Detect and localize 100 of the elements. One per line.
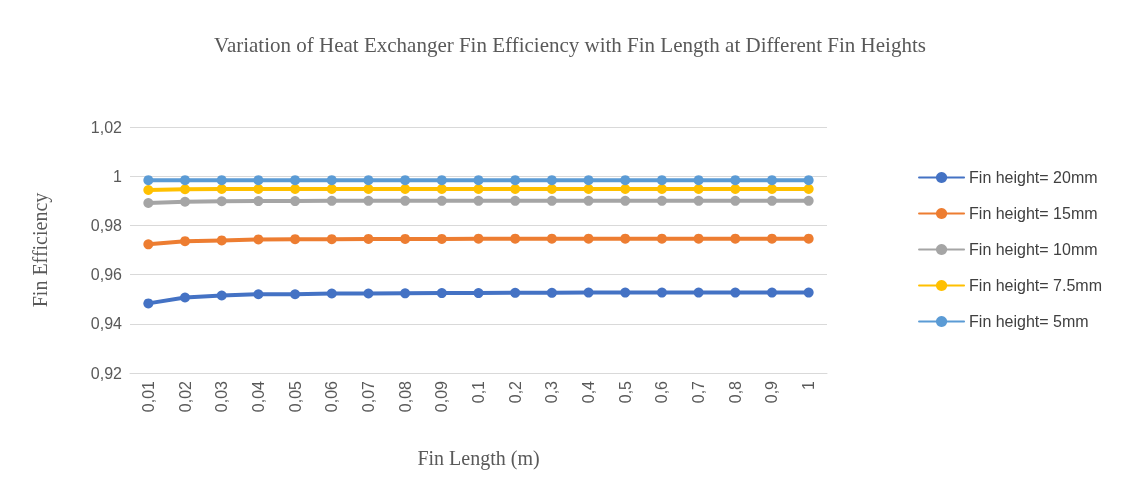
x-tick-label: 0,1 (470, 380, 487, 404)
point (253, 183, 264, 194)
point (363, 288, 374, 299)
y-tick-label: 1,02 (90, 118, 123, 136)
point (180, 184, 191, 195)
point (620, 195, 631, 206)
point (436, 195, 447, 206)
point (620, 233, 631, 244)
point (363, 195, 374, 206)
point (620, 183, 631, 194)
point (143, 298, 154, 309)
point (766, 175, 777, 186)
point (253, 196, 264, 207)
x-tick-label: 0,02 (176, 380, 194, 413)
point (253, 234, 264, 245)
legend-label: Fin height= 20mm (969, 169, 1098, 186)
point (583, 183, 594, 194)
point (400, 183, 411, 194)
point (363, 233, 374, 244)
y-tick-label: 1 (113, 167, 123, 185)
point (766, 287, 777, 298)
x-tick-label: 0,03 (213, 380, 231, 413)
point (730, 233, 741, 244)
point (656, 175, 667, 186)
point (216, 183, 227, 194)
point (143, 175, 154, 186)
point (546, 195, 557, 206)
point (510, 233, 521, 244)
point (510, 183, 521, 194)
legend-label: Fin height= 5mm (969, 313, 1089, 330)
point (400, 195, 411, 206)
point (216, 235, 227, 246)
x-axis-title: Fin Length (m) (417, 447, 540, 470)
point (693, 183, 704, 194)
point (620, 175, 631, 186)
x-tick-label: 0,2 (506, 380, 524, 404)
point (730, 175, 741, 186)
point (290, 289, 301, 300)
point (400, 175, 411, 186)
point (803, 233, 814, 244)
point (473, 288, 484, 299)
legend-label: Fin height= 10mm (969, 241, 1098, 258)
point (180, 236, 191, 247)
y-axis-title: Fin Efficiency (29, 192, 52, 308)
x-tick-label: 0,05 (286, 380, 304, 413)
point (216, 175, 227, 186)
x-tick-label: 0,4 (580, 380, 598, 404)
point (363, 183, 374, 194)
point (656, 233, 667, 244)
y-tick-label: 0,96 (90, 266, 123, 284)
y-tick-label: 0,92 (90, 364, 123, 382)
x-tick-label: 1 (800, 380, 818, 390)
point (583, 287, 594, 298)
point (143, 239, 154, 250)
point (766, 233, 777, 244)
x-tick-label: 0,08 (396, 380, 414, 413)
point (730, 183, 741, 194)
point (583, 233, 594, 244)
x-tick-label: 0,09 (433, 380, 451, 413)
point (216, 290, 227, 301)
point (473, 195, 484, 206)
point (253, 289, 264, 300)
x-tick-label: 0,07 (359, 380, 377, 413)
x-tick-label: 0,6 (653, 380, 671, 404)
point (583, 195, 594, 206)
point (803, 175, 814, 186)
point (143, 184, 154, 195)
point (326, 234, 337, 245)
chart-title: Variation of Heat Exchanger Fin Efficiency with Fin Length at Different Fin Heights (213, 32, 927, 59)
point (656, 287, 667, 298)
point (766, 183, 777, 194)
point (656, 183, 667, 194)
y-tick-label: 0,94 (90, 315, 123, 333)
x-tick-label: 0,8 (726, 380, 744, 404)
point (216, 196, 227, 207)
point (326, 175, 337, 186)
point (436, 183, 447, 194)
point (290, 196, 301, 207)
point (473, 175, 484, 186)
point (253, 175, 264, 186)
x-tick-label: 0,06 (323, 380, 341, 413)
x-tick-label: 0,9 (763, 380, 781, 404)
point (803, 287, 814, 298)
y-tick-label: 0,98 (90, 216, 123, 234)
point (656, 195, 667, 206)
x-tick-label: 0,01 (139, 380, 157, 413)
point (473, 183, 484, 194)
point (620, 287, 631, 298)
point (730, 287, 741, 298)
x-tick-label: 0,04 (249, 380, 267, 413)
point (143, 198, 154, 209)
point (510, 195, 521, 206)
point (400, 233, 411, 244)
point (510, 175, 521, 186)
point (436, 233, 447, 244)
point (436, 288, 447, 299)
point (290, 183, 301, 194)
x-tick-label: 0,3 (543, 380, 561, 404)
point (473, 233, 484, 244)
point (693, 195, 704, 206)
